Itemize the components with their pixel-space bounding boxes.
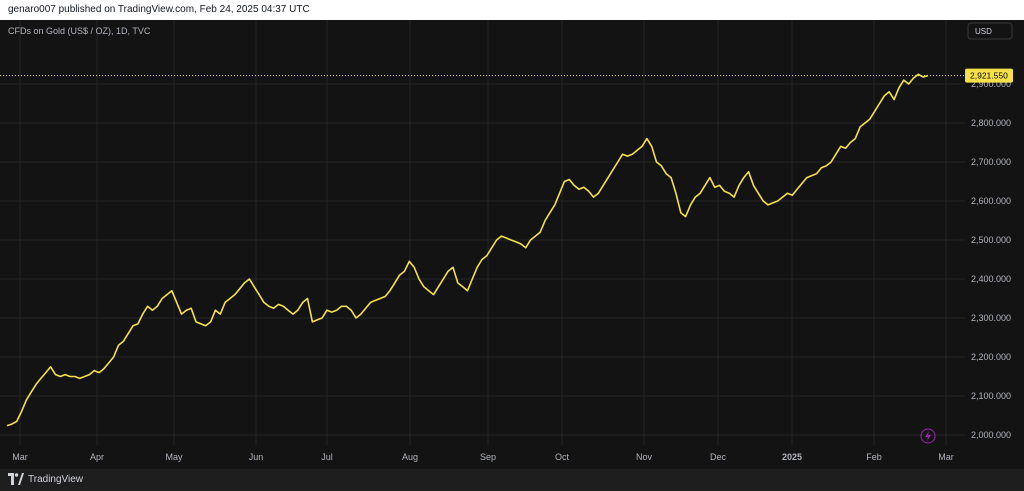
y-tick-label: 2,700.000 — [971, 157, 1011, 167]
publish-line: genaro007 published on TradingView.com, … — [8, 4, 310, 15]
last-price-badge — [965, 68, 1013, 83]
x-tick-label: Aug — [402, 452, 418, 462]
x-tick-label: 2025 — [782, 452, 802, 462]
y-tick-label: 2,000.000 — [971, 430, 1011, 440]
y-tick-label: 2,600.000 — [971, 196, 1011, 206]
y-tick-label: 2,400.000 — [971, 274, 1011, 284]
tradingview-logo-icon — [8, 473, 24, 485]
y-tick-label: 2,800.000 — [971, 118, 1011, 128]
x-tick-label: Sep — [480, 452, 496, 462]
last-price-label: 2,921.550 — [970, 71, 1008, 81]
currency-button[interactable] — [967, 22, 1013, 40]
chart-frame: Mar Apr May Jun Jul Aug Sep Oct Nov Dec 2025 Feb Mar… — [0, 20, 1024, 491]
gold-price-line[interactable] — [6, 73, 929, 427]
y-tick-label: 2,200.000 — [971, 352, 1011, 362]
symbol-line: CFDs on Gold (US$ / OZ), 1D, TVC — [8, 26, 151, 36]
y-tick-label: 2,300.000 — [971, 313, 1011, 323]
x-tick-label: Feb — [866, 452, 882, 462]
tradingview-brand[interactable]: TradingView — [8, 473, 83, 485]
lightning-icon-button[interactable] — [920, 428, 936, 444]
footer-bar: TradingView — [0, 469, 1024, 491]
brand-label: TradingView — [28, 473, 84, 485]
chart-background — [0, 20, 1024, 491]
publish-header: genaro007 published on TradingView.com, … — [0, 0, 1024, 20]
x-tick-label: Apr — [90, 452, 104, 462]
x-tick-label: Jul — [321, 452, 333, 462]
gold-price-chart[interactable]: Mar Apr May Jun Jul Aug Sep Oct Nov Dec 2025 Feb Mar… — [0, 20, 1024, 491]
y-tick-label: 2,500.000 — [971, 235, 1011, 245]
y-tick-label: 2,900.000 — [971, 79, 1011, 89]
x-tick-label: Dec — [710, 452, 727, 462]
x-tick-label: Mar — [12, 452, 28, 462]
currency-button-label: USD — [975, 27, 992, 36]
x-tick-label: Nov — [636, 452, 653, 462]
lightning-icon — [925, 431, 931, 441]
y-tick-label: 2,100.000 — [971, 391, 1011, 401]
x-tick-label: May — [165, 452, 183, 462]
x-tick-label: Mar — [938, 452, 954, 462]
x-tick-label: Jun — [249, 452, 264, 462]
x-tick-label: Oct — [555, 452, 570, 462]
